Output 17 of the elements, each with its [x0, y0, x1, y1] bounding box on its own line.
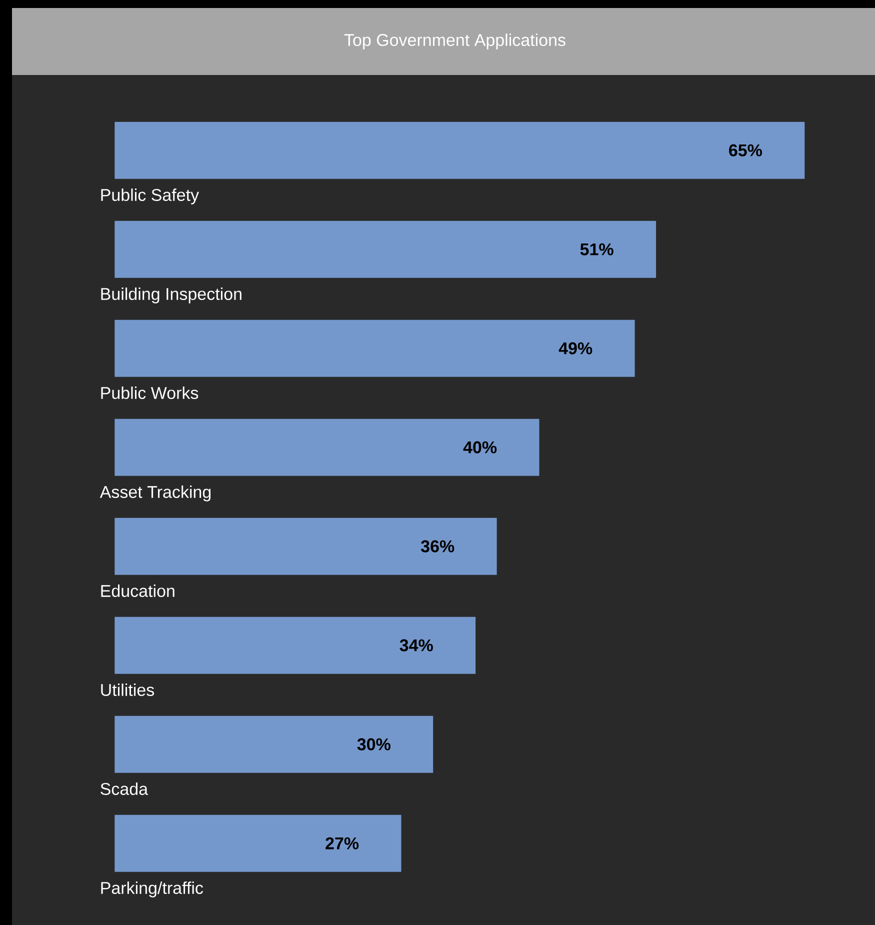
data-label: 40% — [463, 441, 497, 454]
y-tick-label: Parking/traffic — [101, 882, 204, 898]
chart-title: Top Government Applications — [344, 34, 566, 50]
data-label: 30% — [357, 738, 390, 750]
y-tick-label: Building Inspection — [101, 288, 242, 304]
y-tick-label: Education — [101, 584, 174, 598]
y-tick-label: Utilities — [101, 684, 154, 696]
data-label: 34% — [400, 639, 433, 652]
data-label: 51% — [580, 243, 614, 256]
data-label: 49% — [558, 342, 592, 354]
data-label: 36% — [420, 540, 454, 552]
data-label: 27% — [326, 837, 359, 850]
y-tick-label: Asset Tracking — [100, 486, 211, 502]
y-tick-label: Scada — [100, 782, 148, 796]
y-tick-label: Public Works — [101, 386, 198, 400]
data-label: 65% — [729, 144, 762, 156]
y-tick-label: Public Safety — [101, 188, 200, 204]
